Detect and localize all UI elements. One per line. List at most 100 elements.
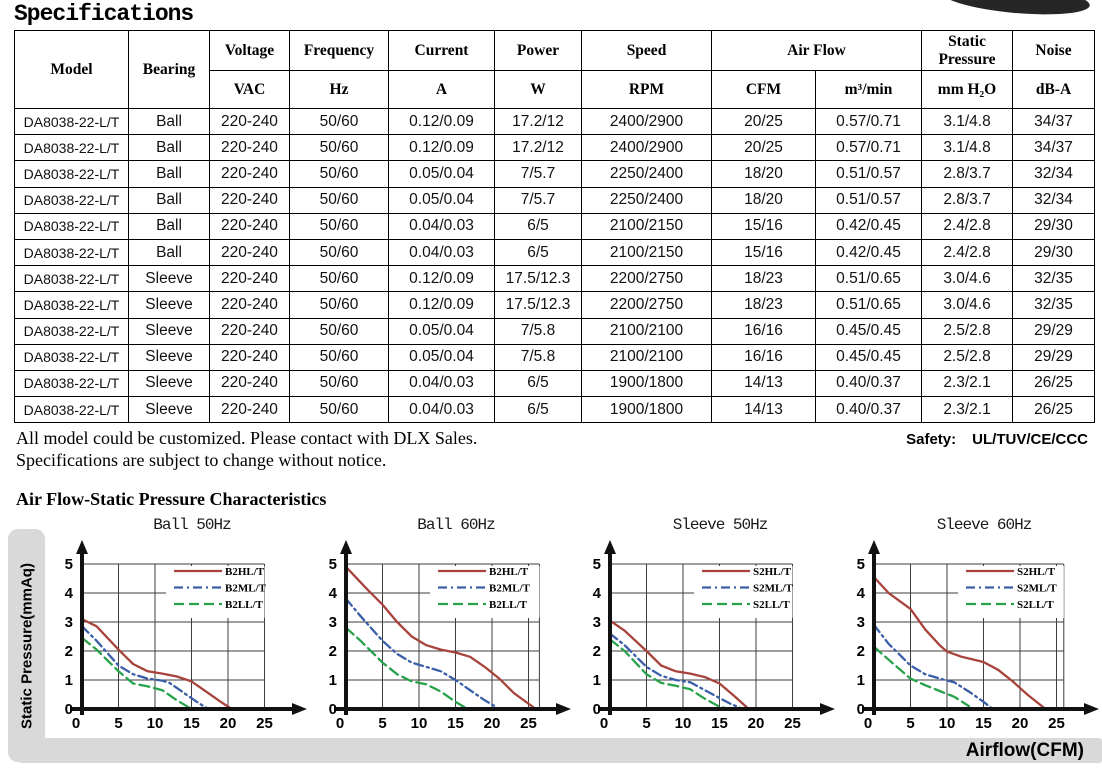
- table-cell: 0.51/0.65: [814, 291, 923, 319]
- chart-sleeve-50hz: Sleeve 50Hz S2HL/T S2ML/T S2LL/T 0 5 10 15 20 25 0…: [574, 516, 838, 742]
- unit-hz: Hz: [289, 70, 389, 109]
- table-cell: 3.0/4.6: [921, 291, 1014, 319]
- svg-text:3: 3: [65, 614, 73, 631]
- table-cell: 0.51/0.65: [814, 265, 923, 293]
- table-cell: 6/5: [494, 369, 582, 398]
- table-cell: Sleeve: [128, 343, 210, 371]
- table-cell: 50/60: [289, 107, 389, 136]
- table-cell: 0.12/0.09: [388, 265, 495, 293]
- safety-value: UL/TUV/CE/CCC: [972, 431, 1088, 449]
- table-cell: 2100/2100: [581, 343, 712, 371]
- charts-area: Airflow(CFM) Static Pressure(mmAq) Ball …: [0, 516, 1102, 769]
- header-speed: Speed: [581, 30, 712, 71]
- svg-text:1: 1: [65, 672, 73, 689]
- table-cell: 220-240: [209, 317, 290, 345]
- svg-text:S2ML/T: S2ML/T: [1017, 583, 1057, 595]
- table-cell: 50/60: [289, 160, 389, 188]
- svg-text:3: 3: [857, 614, 865, 631]
- table-row: DA8038-22-L/T Ball 220-240 50/60 0.12/0.09 17…: [14, 107, 1096, 136]
- table-cell: Ball: [128, 160, 210, 188]
- table-cell: 220-240: [209, 212, 290, 240]
- table-cell: 220-240: [209, 396, 290, 424]
- table-cell: 0.12/0.09: [388, 134, 495, 162]
- table-cell: 18/20: [711, 160, 816, 188]
- table-cell: 1900/1800: [581, 369, 712, 398]
- table-cell: 2200/2750: [581, 291, 712, 319]
- chart-title: Ball 50Hz: [153, 516, 231, 535]
- table-cell: 0.05/0.04: [388, 343, 495, 371]
- table-cell: 50/60: [289, 291, 389, 319]
- table-cell: 32/35: [1012, 265, 1096, 293]
- table-row: DA8038-22-L/T Sleeve 220-240 50/60 0.04/0.03…: [14, 396, 1096, 424]
- table-row: DA8038-22-L/T Ball 220-240 50/60 0.05/0.04 7/…: [14, 186, 1096, 214]
- table-cell: 0.42/0.45: [814, 238, 923, 267]
- svg-text:B2LL/T: B2LL/T: [225, 599, 264, 611]
- unit-mmh2o: mm H₂O: [921, 70, 1014, 109]
- header-model: Model: [14, 30, 129, 109]
- svg-text:0: 0: [72, 715, 80, 732]
- table-cell: 2.3/2.1: [921, 369, 1014, 398]
- svg-text:10: 10: [147, 715, 164, 732]
- table-cell: 50/60: [289, 343, 389, 371]
- table-cell: 0.04/0.03: [388, 238, 495, 267]
- y-axis-label-bar: Static Pressure(mmAq): [8, 529, 45, 763]
- header-noise: Noise: [1012, 30, 1096, 71]
- table-cell: DA8038-22-L/T: [14, 107, 129, 136]
- page-title: Specifications: [14, 1, 194, 27]
- svg-text:5: 5: [642, 715, 650, 732]
- note-line-1: All model could be customized. Please co…: [16, 428, 478, 449]
- table-cell: 2400/2900: [581, 134, 712, 162]
- table-cell: 220-240: [209, 238, 290, 267]
- svg-text:1: 1: [329, 672, 337, 689]
- table-cell: 0.45/0.45: [814, 317, 923, 345]
- table-cell: 0.57/0.71: [814, 107, 923, 136]
- table-cell: DA8038-22-L/T: [14, 396, 129, 424]
- table-cell: Sleeve: [128, 396, 210, 424]
- unit-w: W: [494, 70, 582, 109]
- unit-m3min: m³/min: [814, 70, 923, 109]
- table-cell: DA8038-22-L/T: [14, 343, 129, 371]
- table-cell: 18/20: [711, 186, 816, 214]
- table-cell: 20/25: [711, 134, 816, 162]
- table-cell: 0.12/0.09: [388, 291, 495, 319]
- table-row: DA8038-22-L/T Ball 220-240 50/60 0.04/0.03 6/…: [14, 238, 1096, 267]
- svg-text:0: 0: [65, 701, 73, 718]
- table-cell: 0.45/0.45: [814, 343, 923, 371]
- unit-cfm: CFM: [711, 70, 816, 109]
- table-cell: 7/5.7: [494, 186, 582, 214]
- header-air-flow: Air Flow: [710, 30, 923, 71]
- table-cell: 6/5: [494, 238, 582, 267]
- table-cell: DA8038-22-L/T: [14, 369, 129, 398]
- table-cell: 32/35: [1012, 291, 1096, 319]
- table-cell: 2.4/2.8: [921, 238, 1014, 267]
- table-cell: 14/13: [711, 396, 816, 424]
- svg-text:5: 5: [906, 715, 914, 732]
- table-cell: 50/60: [289, 317, 389, 345]
- chart-title: Sleeve 60Hz: [936, 516, 1033, 535]
- svg-text:B2HL/T: B2HL/T: [489, 566, 529, 578]
- specifications-table: Model Bearing Voltage Frequency Current …: [14, 30, 1096, 424]
- table-cell: Ball: [128, 238, 210, 267]
- table-cell: DA8038-22-L/T: [14, 212, 129, 240]
- table-cell: 2.8/3.7: [921, 186, 1014, 214]
- table-cell: 16/16: [711, 317, 816, 345]
- table-cell: 6/5: [494, 396, 582, 424]
- table-cell: 50/60: [289, 396, 389, 424]
- table-cell: 50/60: [289, 265, 389, 293]
- svg-text:2: 2: [329, 643, 337, 660]
- table-row: DA8038-22-L/T Ball 220-240 50/60 0.04/0.03 6/…: [14, 212, 1096, 240]
- table-cell: 0.12/0.09: [388, 107, 495, 136]
- header-frequency: Frequency: [289, 30, 389, 71]
- svg-text:5: 5: [378, 715, 386, 732]
- table-cell: 15/16: [711, 212, 816, 240]
- svg-text:20: 20: [748, 715, 765, 732]
- svg-text:5: 5: [65, 556, 73, 573]
- svg-text:0: 0: [857, 701, 865, 718]
- table-cell: 0.51/0.57: [814, 186, 923, 214]
- table-cell: 220-240: [209, 265, 290, 293]
- table-cell: 32/34: [1012, 186, 1096, 214]
- table-cell: 0.04/0.03: [388, 369, 495, 398]
- svg-text:4: 4: [857, 585, 866, 602]
- svg-text:20: 20: [220, 715, 237, 732]
- table-cell: 1900/1800: [581, 396, 712, 424]
